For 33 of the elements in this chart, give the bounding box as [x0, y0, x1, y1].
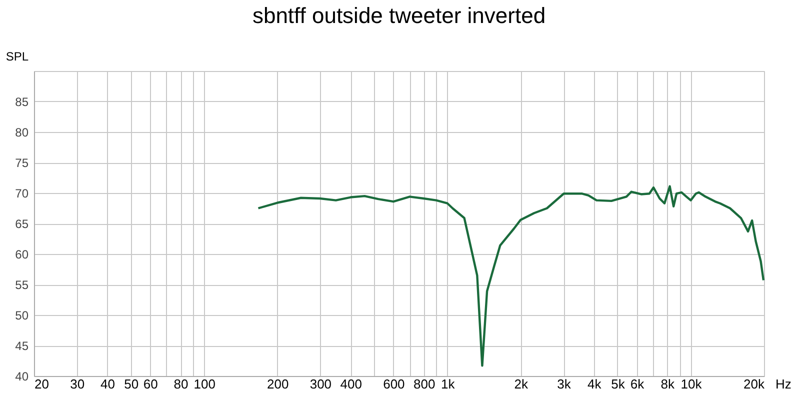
- x-tick-label: 4k: [588, 376, 602, 392]
- x-tick-label: 80: [174, 376, 188, 392]
- x-tick-label: 20: [34, 376, 49, 392]
- x-tick-label: 5k: [611, 376, 626, 392]
- x-tick-label: 10k: [680, 376, 702, 392]
- y-axis-title: SPL: [6, 50, 29, 64]
- x-tick-label: 40: [100, 376, 115, 392]
- x-tick-label: 6k: [630, 376, 645, 392]
- y-tick-label: 45: [15, 339, 29, 353]
- x-tick-label: 30: [70, 376, 85, 392]
- x-tick-label: 50: [124, 376, 139, 392]
- x-tick-label: 300: [310, 376, 332, 392]
- x-tick-label: 800: [413, 376, 436, 392]
- y-tick-label: 50: [15, 308, 29, 322]
- y-tick-label: 60: [15, 248, 29, 262]
- y-tick-label: 70: [15, 186, 29, 200]
- x-tick-label: 2k: [514, 376, 529, 392]
- x-tick-label: 100: [194, 376, 216, 392]
- chart-title: sbntff outside tweeter inverted: [252, 3, 546, 28]
- x-tick-label: 600: [383, 376, 405, 392]
- x-tick-label: 400: [340, 376, 362, 392]
- y-tick-label: 65: [15, 217, 29, 231]
- x-axis-title: Hz: [776, 376, 792, 392]
- y-tick-label: 85: [15, 95, 29, 109]
- y-tick-label: 55: [15, 278, 29, 292]
- y-tick-label: 80: [15, 126, 29, 140]
- x-tick-label: 60: [143, 376, 158, 392]
- x-tick-label: 200: [266, 376, 289, 392]
- x-tick-label: 1k: [441, 376, 456, 392]
- y-tick-label: 75: [15, 156, 29, 170]
- x-tick-label: 8k: [660, 376, 676, 392]
- x-tick-label: 20k: [744, 376, 765, 392]
- x-tick-label: 3k: [557, 376, 572, 392]
